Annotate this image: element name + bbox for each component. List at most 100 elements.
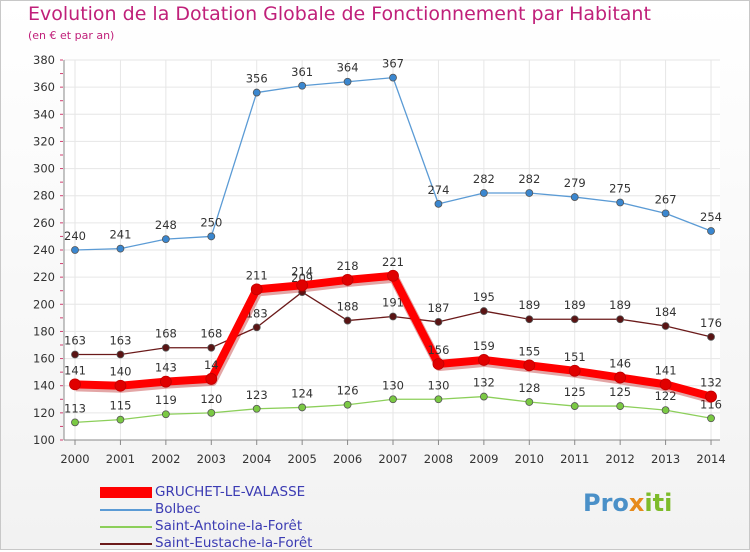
data-label-gruchet-le-valasse: 211 — [246, 268, 268, 282]
point-gruchet-le-valasse — [432, 358, 445, 370]
point-bolbec — [389, 73, 397, 82]
data-label-saint-eustache-la-for-t: 189 — [518, 298, 540, 312]
data-label-saint-eustache-la-for-t: 195 — [473, 290, 495, 304]
point-saint-eustache-la-for-t — [525, 315, 534, 324]
data-label-saint-antoine-la-for-t: 116 — [700, 397, 722, 411]
point-saint-antoine-la-for-t — [479, 392, 488, 401]
data-label-bolbec: 364 — [337, 61, 359, 75]
data-label-saint-eustache-la-for-t: 168 — [155, 327, 177, 341]
y-tick-label: 180 — [33, 324, 55, 338]
data-label-saint-eustache-la-for-t: 163 — [64, 334, 86, 348]
chart-subtitle: (en € et par an) — [28, 29, 115, 42]
y-tick-label: 220 — [33, 270, 55, 284]
x-tick-label: 2011 — [560, 452, 589, 466]
x-tick-label: 2007 — [378, 452, 407, 466]
data-label-gruchet-le-valasse: 140 — [109, 365, 131, 379]
legend-label-saint-eustache: Saint-Eustache-la-Forêt — [155, 535, 313, 551]
data-label-bolbec: 367 — [382, 57, 404, 71]
y-tick-label: 380 — [33, 53, 55, 67]
point-saint-antoine-la-for-t — [207, 408, 216, 417]
data-label-saint-antoine-la-for-t: 122 — [655, 389, 677, 403]
x-tick-label: 2010 — [515, 452, 544, 466]
legend-swatch-saint-eustache — [100, 543, 152, 545]
data-label-saint-antoine-la-for-t: 125 — [609, 385, 631, 399]
point-saint-antoine-la-for-t — [161, 410, 170, 419]
point-saint-antoine-la-for-t — [252, 404, 261, 413]
data-label-gruchet-le-valasse: 132 — [700, 376, 722, 390]
point-bolbec — [434, 199, 443, 208]
point-bolbec — [616, 198, 625, 207]
point-bolbec — [343, 77, 352, 86]
data-label-bolbec: 254 — [700, 210, 722, 224]
x-tick-label: 2012 — [606, 452, 635, 466]
legend-swatch-saint-antoine — [100, 526, 152, 528]
point-gruchet-le-valasse — [523, 359, 536, 372]
point-gruchet-le-valasse — [114, 379, 127, 392]
data-label-saint-eustache-la-for-t: 189 — [564, 298, 586, 312]
point-saint-eustache-la-for-t — [570, 315, 579, 324]
point-gruchet-le-valasse — [159, 375, 172, 388]
point-saint-eustache-la-for-t — [343, 316, 352, 325]
point-saint-eustache-la-for-t — [116, 350, 125, 359]
point-saint-antoine-la-for-t — [343, 400, 352, 409]
data-label-gruchet-le-valasse: 141 — [655, 363, 677, 377]
data-label-saint-antoine-la-for-t: 113 — [64, 401, 86, 415]
data-label-gruchet-le-valasse: 218 — [337, 259, 359, 273]
point-bolbec — [707, 227, 715, 235]
point-saint-antoine-la-for-t — [434, 395, 443, 404]
legend-label-saint-antoine: Saint-Antoine-la-Forêt — [155, 518, 303, 534]
data-label-bolbec: 248 — [155, 218, 177, 232]
data-label-gruchet-le-valasse: 143 — [155, 361, 177, 375]
point-saint-eustache-la-for-t — [707, 332, 715, 341]
point-saint-eustache-la-for-t — [71, 350, 79, 359]
data-label-saint-eustache-la-for-t: 168 — [200, 327, 222, 341]
point-gruchet-le-valasse — [659, 378, 672, 391]
data-label-saint-antoine-la-for-t: 126 — [337, 384, 359, 398]
point-bolbec — [525, 189, 534, 197]
point-bolbec — [252, 88, 261, 97]
data-label-bolbec: 275 — [609, 182, 631, 196]
data-label-gruchet-le-valasse: 155 — [518, 344, 540, 358]
y-tick-label: 200 — [33, 297, 55, 311]
data-label-saint-antoine-la-for-t: 115 — [109, 399, 131, 413]
x-tick-label: 2005 — [288, 452, 317, 466]
y-tick-label: 280 — [33, 189, 55, 203]
point-gruchet-le-valasse — [387, 269, 399, 282]
point-saint-eustache-la-for-t — [161, 343, 170, 352]
data-label-gruchet-le-valasse: 221 — [382, 255, 404, 269]
proxiti-logo: Proxiti — [583, 489, 673, 517]
data-label-saint-eustache-la-for-t: 191 — [382, 296, 404, 310]
point-saint-eustache-la-for-t — [252, 323, 261, 332]
x-tick-label: 2006 — [333, 452, 362, 466]
data-label-saint-antoine-la-for-t: 132 — [473, 376, 495, 390]
point-bolbec — [71, 246, 79, 254]
point-saint-antoine-la-for-t — [389, 395, 397, 404]
data-label-saint-antoine-la-for-t: 124 — [291, 386, 313, 400]
x-tick-label: 2013 — [651, 452, 680, 466]
point-gruchet-le-valasse — [568, 364, 581, 377]
y-tick-label: 100 — [33, 433, 55, 447]
x-tick-label: 2000 — [60, 452, 89, 466]
data-label-saint-eustache-la-for-t: 187 — [427, 301, 449, 315]
point-gruchet-le-valasse — [69, 378, 81, 391]
data-label-bolbec: 267 — [655, 192, 677, 206]
point-saint-eustache-la-for-t — [616, 315, 625, 324]
point-bolbec — [570, 193, 579, 201]
data-label-saint-eustache-la-for-t: 176 — [700, 316, 722, 330]
data-label-gruchet-le-valasse: 156 — [427, 343, 449, 357]
point-saint-antoine-la-for-t — [71, 418, 79, 427]
point-bolbec — [116, 244, 125, 253]
point-gruchet-le-valasse — [296, 279, 309, 292]
x-tick-label: 2004 — [242, 452, 271, 466]
data-label-saint-eustache-la-for-t: 188 — [337, 300, 359, 314]
data-label-saint-antoine-la-for-t: 125 — [564, 385, 586, 399]
y-tick-label: 340 — [33, 107, 55, 121]
data-label-bolbec: 250 — [200, 215, 222, 229]
point-gruchet-le-valasse — [341, 273, 354, 286]
point-saint-eustache-la-for-t — [389, 312, 397, 321]
legend-label-bolbec: Bolbec — [155, 501, 201, 517]
point-saint-antoine-la-for-t — [616, 402, 625, 410]
point-bolbec — [479, 189, 488, 197]
point-saint-eustache-la-for-t — [434, 318, 443, 326]
x-tick-label: 2009 — [469, 452, 498, 466]
